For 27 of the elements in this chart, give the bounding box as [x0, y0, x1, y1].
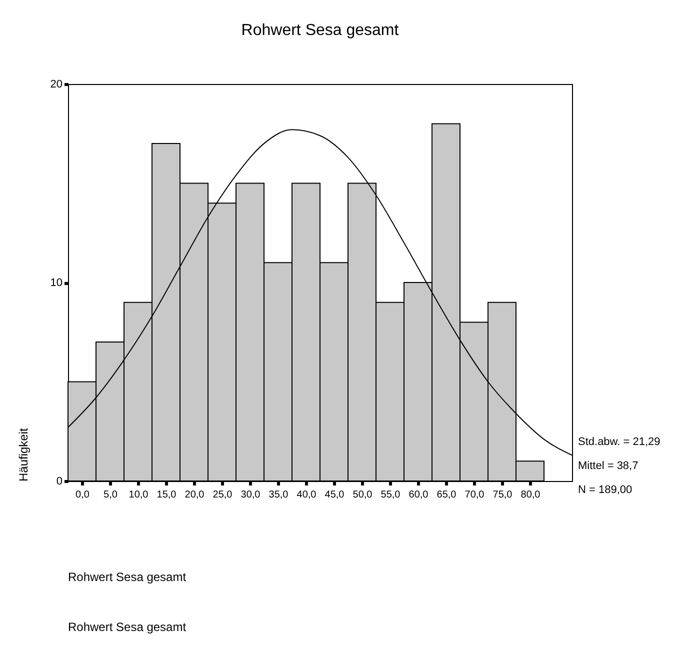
x-tick-label: 55,0	[380, 490, 401, 500]
x-tick-label: 25,0	[212, 490, 233, 500]
x-tick-label: 40,0	[296, 490, 317, 500]
x-tick-label: 65,0	[436, 490, 457, 500]
x-tick-label: 35,0	[268, 490, 289, 500]
x-tick-label: 70,0	[464, 490, 485, 500]
text: Rohwert Sesa gesamt	[68, 620, 186, 634]
x-tick-label: 75,0	[492, 490, 513, 500]
y-axis-title: Häufigkeit	[16, 427, 30, 482]
x-tick-label: 60,0	[408, 490, 429, 500]
y-tick-label: 10	[50, 277, 62, 289]
x-tick-label: 30,0	[240, 490, 261, 500]
x-tick-label: 45,0	[324, 490, 345, 500]
x-tick-label: 50,0	[352, 490, 373, 500]
x-tick-label: 5,0	[104, 490, 118, 500]
x-tick-label: 10,0	[128, 490, 149, 500]
text: Std.abw. = 21,29	[578, 436, 660, 448]
x-tick-label: 0,0	[76, 490, 90, 500]
x-tick-label: 15,0	[156, 490, 177, 500]
text: Rohwert Sesa gesamt	[68, 570, 186, 584]
x-tick-label: 20,0	[184, 490, 205, 500]
text: N = 189,00	[578, 484, 632, 496]
y-tick-label: 0	[56, 476, 62, 488]
x-tick-label: 80,0	[520, 490, 541, 500]
text: Mittel = 38,7	[578, 460, 638, 472]
chart-title: Rohwert Sesa gesamt	[241, 22, 400, 39]
y-tick-label: 20	[50, 78, 62, 90]
